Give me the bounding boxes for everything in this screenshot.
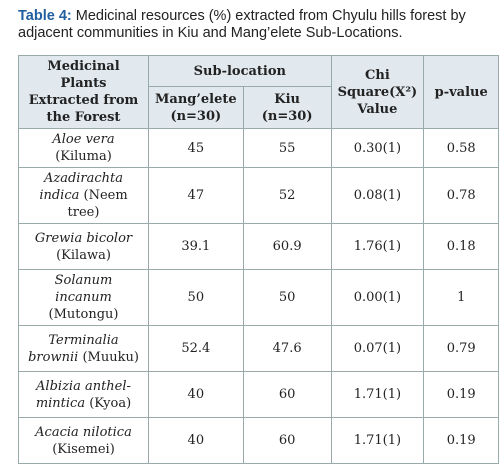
value-cell: 50 [148, 269, 244, 326]
value-cell: 45 [148, 128, 244, 168]
value-cell: 0.19 [423, 417, 500, 464]
common-name: (Neem tree) [67, 188, 128, 220]
value-cell: 52 [242, 167, 332, 224]
value-cell: 1.71(1) [330, 371, 425, 418]
value-cell: 39.1 [148, 223, 244, 270]
value-cell: 0.30(1) [330, 128, 425, 168]
value-cell: 40 [148, 371, 244, 418]
caption-label: Table 4: [18, 8, 72, 24]
value-cell: 0.00(1) [330, 269, 425, 326]
value-cell: 47.6 [242, 325, 332, 372]
plant-cell: Grewia bicolor (Kilawa) [18, 223, 149, 270]
common-name: (Muuku) [82, 349, 139, 365]
value-cell: 50 [242, 269, 332, 326]
header-cell: Medicinal Plants Extracted from the Fore… [18, 55, 149, 129]
common-name: (Kilawa) [56, 247, 111, 263]
table-row: Azadirachta indica (Neem tree) 47 52 0.08(1… [18, 167, 500, 224]
header-cell: Kiu (n=30) [242, 86, 332, 129]
scientific-name: Terminalia brownii [28, 332, 119, 365]
table: Medicinal Plants Extracted from the Fore… [18, 54, 500, 464]
header-cell: Sub-location [148, 54, 332, 88]
value-cell: 1 [423, 269, 500, 326]
plant-cell: Azadirachta indica (Neem tree) [18, 167, 149, 224]
plant-cell: Terminalia brownii (Muuku) [18, 325, 149, 372]
value-cell: 0.19 [423, 371, 500, 418]
value-cell: 1.76(1) [330, 223, 425, 270]
value-cell: 0.08(1) [330, 167, 425, 224]
scientific-name: Solanum incanum [54, 273, 113, 305]
common-name: (Kyoa) [89, 395, 132, 411]
common-name: (Kisemei) [52, 441, 115, 457]
table-body: Aloe vera (Kiluma) 45 55 0.30(1) 0.58 Azadira… [18, 128, 500, 464]
value-cell: 0.79 [423, 325, 500, 372]
table-row: Acacia nilotica (Kisemei) 40 60 1.71(1) 0.19 [18, 417, 500, 464]
header-cell: Chi Square(X²) Value [330, 55, 425, 129]
scientific-name: Albizia anthel-mintica [35, 378, 131, 411]
value-cell: 0.78 [423, 167, 500, 224]
value-cell: 0.58 [423, 128, 500, 168]
value-cell: 60.9 [242, 223, 332, 270]
table-row: Albizia anthel-mintica (Kyoa) 40 60 1.71(1)… [18, 371, 500, 418]
plant-cell: Albizia anthel-mintica (Kyoa) [18, 371, 149, 418]
value-cell: 52.4 [148, 325, 244, 372]
scientific-name: Grewia bicolor [34, 230, 133, 246]
value-cell: 0.18 [423, 223, 500, 270]
value-cell: 0.07(1) [330, 325, 425, 372]
table-row: Solanum incanum (Mutongu) 50 50 0.00(1) 1 [18, 269, 500, 326]
value-cell: 60 [242, 371, 332, 418]
scientific-name: Azadirachta indica [39, 171, 124, 203]
value-cell: 60 [242, 417, 332, 464]
plant-cell: Aloe vera (Kiluma) [18, 128, 149, 168]
header-cell: p-value [423, 55, 500, 129]
table-row: Aloe vera (Kiluma) 45 55 0.30(1) 0.58 [18, 128, 500, 168]
page: Table 4: Medicinal resources (%) extract… [18, 8, 500, 464]
scientific-name: Aloe vera [52, 132, 115, 147]
common-name: (Kiluma) [55, 149, 112, 164]
table-row: Grewia bicolor (Kilawa) 39.1 60.9 1.76(1) 0.… [18, 223, 500, 270]
value-cell: 55 [242, 128, 332, 168]
header-cell: Mang’elete (n=30) [148, 86, 244, 129]
plant-cell: Solanum incanum (Mutongu) [18, 269, 149, 326]
common-name: (Mutongu) [48, 307, 119, 322]
value-cell: 1.71(1) [330, 417, 425, 464]
caption-text: Medicinal resources (%) extracted from C… [18, 8, 466, 41]
caption: Table 4: Medicinal resources (%) extract… [18, 8, 498, 42]
value-cell: 47 [148, 167, 244, 224]
scientific-name: Acacia nilotica [35, 424, 132, 440]
value-cell: 40 [148, 417, 244, 464]
plant-cell: Acacia nilotica (Kisemei) [18, 417, 149, 464]
table-row: Terminalia brownii (Muuku) 52.4 47.6 0.07(1… [18, 325, 500, 372]
